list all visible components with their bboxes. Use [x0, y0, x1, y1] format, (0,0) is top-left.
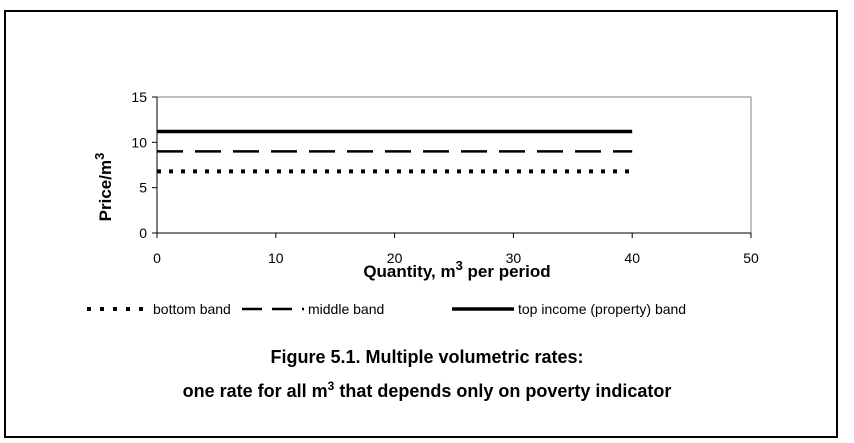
legend: bottom band middle band top income (proper…	[87, 301, 686, 317]
plot-border	[156, 96, 752, 234]
legend-label: top income (property) band	[518, 301, 686, 317]
y-tick-label: 0	[139, 225, 147, 241]
y-tick-label: 15	[131, 89, 147, 105]
y-tick-label: 5	[139, 180, 147, 196]
plot-area: 0 5 10 15 0 10 20 30 40 50	[131, 89, 759, 266]
chart: 0 5 10 15 0 10 20 30 40 50 Quantity, m3 per perio…	[87, 89, 759, 317]
x-tick-label: 40	[624, 250, 640, 266]
x-tick-label: 0	[153, 250, 161, 266]
x-axis-title: Quantity, m3 per period	[363, 258, 550, 281]
x-tick-label: 10	[268, 250, 284, 266]
figure-caption-title: Figure 5.1. Multiple volumetric rates:	[270, 347, 584, 367]
x-tick-label: 50	[743, 250, 759, 266]
figure-caption-subtitle: one rate for all m3 that depends only on…	[182, 379, 672, 401]
legend-label: middle band	[308, 301, 384, 317]
y-tick-label: 10	[131, 134, 147, 150]
x-tick-label: 30	[506, 250, 522, 266]
figure-frame	[4, 10, 838, 438]
y-axis-title: Price/m3	[92, 153, 115, 222]
x-tick-label: 20	[387, 250, 403, 266]
legend-label: bottom band	[153, 301, 231, 317]
